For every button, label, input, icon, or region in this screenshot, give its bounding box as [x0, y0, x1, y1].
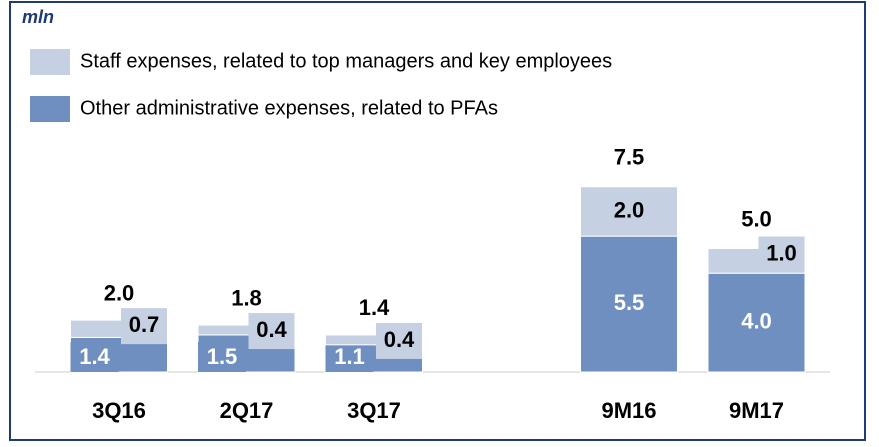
value-label: 4.0 — [741, 308, 772, 333]
total-label: 1.8 — [231, 285, 262, 310]
value-label: 1.0 — [766, 240, 797, 265]
legend-swatch — [30, 96, 70, 122]
bar-segment — [580, 186, 678, 237]
x-tick-label: 3Q16 — [92, 398, 146, 423]
value-label-box — [198, 342, 246, 372]
value-label: 2.0 — [614, 197, 645, 222]
value-label-box — [325, 342, 374, 372]
value-label: 0.4 — [256, 317, 287, 342]
total-label: 2.0 — [104, 280, 135, 305]
value-label-box — [248, 313, 295, 350]
total-label: 7.5 — [614, 145, 645, 170]
value-label-box — [121, 308, 167, 345]
bar-segment — [325, 334, 423, 346]
x-tick-label: 9M17 — [729, 398, 784, 423]
value-label-box — [376, 322, 422, 359]
frame — [9, 1, 866, 441]
legend-label: Staff expenses, related to top managers … — [80, 50, 612, 72]
bar-segment — [197, 324, 296, 336]
value-label-box — [70, 342, 119, 372]
value-label: 1.1 — [334, 344, 365, 369]
x-tick-label: 3Q17 — [347, 398, 401, 423]
chart-title: mln — [22, 7, 54, 27]
total-label: 1.4 — [359, 295, 390, 320]
value-label: 0.4 — [384, 327, 415, 352]
bar-segment — [580, 235, 678, 373]
value-label-box — [758, 236, 805, 273]
legend-label: Other administrative expenses, related t… — [80, 97, 498, 119]
value-label: 1.5 — [207, 344, 238, 369]
value-label: 5.5 — [614, 290, 645, 315]
total-label: 5.0 — [741, 206, 772, 231]
legend-swatch — [30, 49, 70, 75]
x-tick-label: 9M16 — [601, 398, 656, 423]
x-tick-label: 2Q17 — [220, 398, 274, 423]
value-label: 1.4 — [79, 344, 110, 369]
bar-segment — [707, 272, 806, 373]
value-label: 0.7 — [129, 312, 160, 337]
